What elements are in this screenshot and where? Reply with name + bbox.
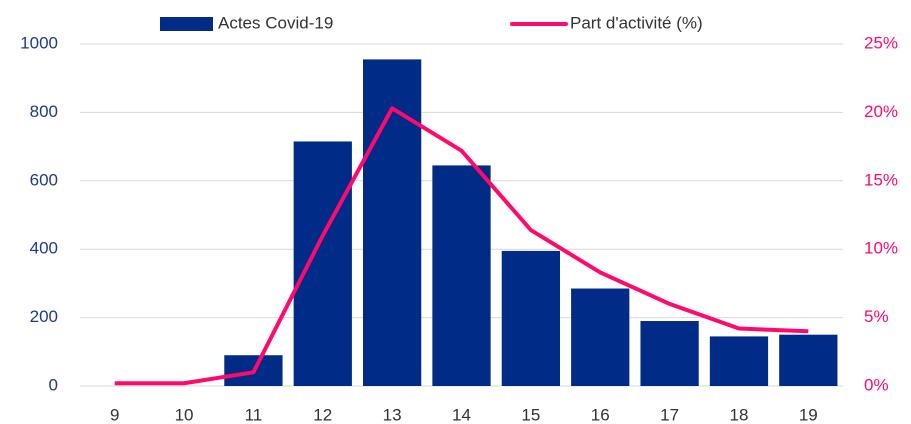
bar bbox=[363, 59, 422, 386]
bar bbox=[709, 336, 769, 386]
y2-tick-label: 10% bbox=[864, 239, 898, 258]
legend-swatch bbox=[160, 17, 213, 31]
x-tick-label: 13 bbox=[383, 405, 402, 424]
y-tick-label: 0 bbox=[49, 375, 58, 394]
x-tick-label: 16 bbox=[591, 405, 610, 424]
bar bbox=[640, 321, 699, 386]
x-tick-label: 10 bbox=[175, 405, 194, 424]
x-tick-label: 18 bbox=[729, 405, 748, 424]
y-tick-label: 600 bbox=[30, 170, 58, 189]
bar bbox=[779, 334, 838, 386]
line bbox=[114, 106, 809, 386]
x-tick-label: 15 bbox=[521, 405, 540, 424]
x-tick-label: 14 bbox=[452, 405, 471, 424]
x-tick-label: 9 bbox=[110, 405, 119, 424]
legend-label: Part d'activité (%) bbox=[570, 13, 703, 32]
bar bbox=[501, 250, 560, 386]
bar bbox=[571, 288, 630, 386]
x-tick-label: 12 bbox=[313, 405, 332, 424]
y-tick-label: 800 bbox=[30, 102, 58, 121]
y2-tick-label: 0% bbox=[864, 375, 889, 394]
x-tick-label: 19 bbox=[799, 405, 818, 424]
legend-label: Actes Covid-19 bbox=[218, 13, 333, 32]
y2-tick-label: 25% bbox=[864, 33, 898, 52]
x-tick-label: 17 bbox=[660, 405, 679, 424]
bar bbox=[293, 141, 352, 386]
y2-tick-label: 15% bbox=[864, 170, 898, 189]
bar bbox=[432, 165, 491, 386]
y2-tick-label: 20% bbox=[864, 102, 898, 121]
x-tick-label: 11 bbox=[245, 405, 263, 424]
y-tick-label: 400 bbox=[30, 239, 58, 258]
y-tick-label: 200 bbox=[30, 307, 58, 326]
y-tick-label: 1000 bbox=[20, 33, 58, 52]
y2-tick-label: 5% bbox=[864, 307, 889, 326]
